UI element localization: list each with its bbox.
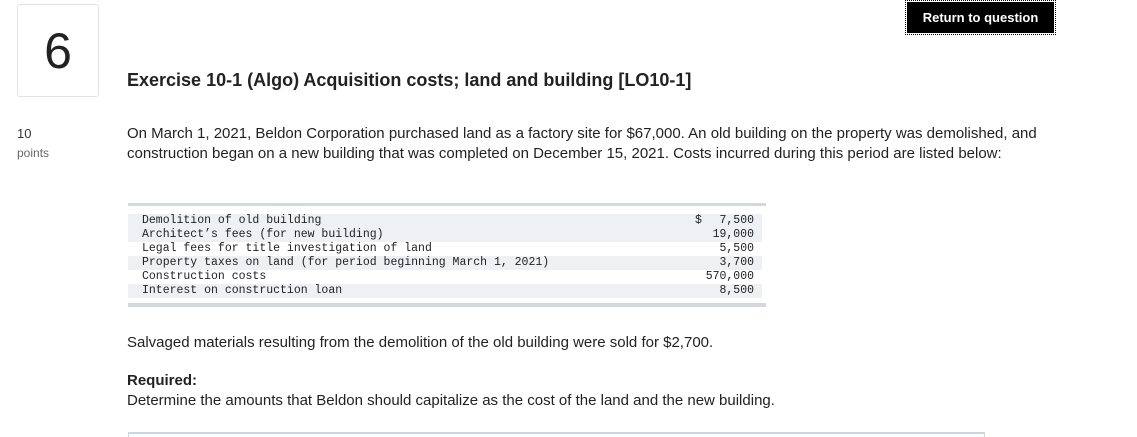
- table-row: Property taxes on land (for period begin…: [128, 256, 762, 270]
- return-to-question-button[interactable]: Return to question: [905, 0, 1056, 35]
- table-row: Construction costs 570,000: [128, 270, 762, 284]
- cost-description: Construction costs: [142, 270, 267, 283]
- cost-amount: 8,500: [719, 284, 754, 297]
- question-number: 6: [17, 4, 99, 97]
- cost-description: Demolition of old building: [142, 214, 322, 227]
- cost-amount: 5,500: [719, 242, 754, 255]
- cost-amount: 7,500: [719, 214, 754, 227]
- points-value: 10: [17, 126, 32, 141]
- required-text: Determine the amounts that Beldon should…: [127, 392, 775, 409]
- cost-amount: 19,000: [712, 228, 754, 241]
- currency-symbol: $: [695, 214, 702, 227]
- salvage-note: Salvaged materials resulting from the de…: [127, 334, 714, 351]
- answer-table-frame: [128, 432, 985, 437]
- question-intro: On March 1, 2021, Beldon Corporation pur…: [127, 125, 1037, 162]
- table-row: Legal fees for title investigation of la…: [128, 242, 762, 256]
- cost-description: Architect’s fees (for new building): [142, 228, 384, 241]
- cost-description: Interest on construction loan: [142, 284, 343, 297]
- cost-table: Demolition of old building $ 7,500 Archi…: [128, 203, 766, 307]
- cost-amount: 3,700: [719, 256, 754, 269]
- points-label: points: [17, 146, 50, 160]
- table-row: Demolition of old building $ 7,500: [128, 214, 762, 228]
- cost-description: Property taxes on land (for period begin…: [142, 256, 550, 269]
- exercise-title: Exercise 10-1 (Algo) Acquisition costs; …: [127, 70, 692, 90]
- cost-description: Legal fees for title investigation of la…: [142, 242, 432, 255]
- table-row: Interest on construction loan 8,500: [128, 284, 762, 298]
- required-label: Required:: [127, 372, 198, 389]
- table-row: Architect’s fees (for new building) 19,0…: [128, 228, 762, 242]
- cost-amount: 570,000: [705, 270, 754, 283]
